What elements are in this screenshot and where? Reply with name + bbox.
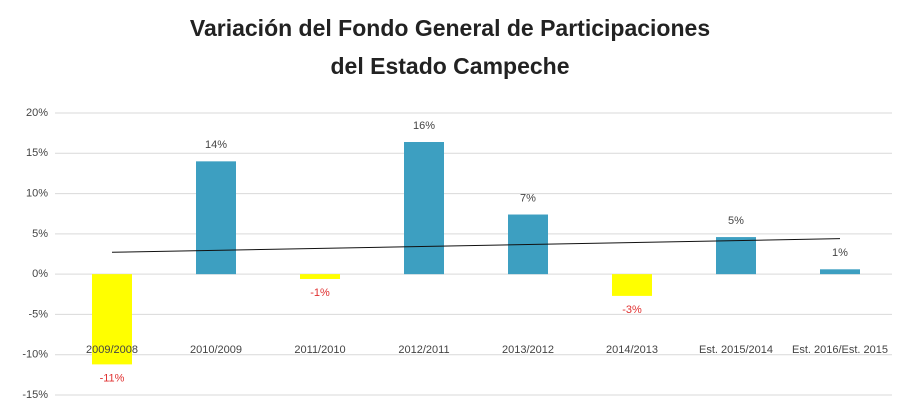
bar xyxy=(820,269,860,275)
trendline xyxy=(111,238,841,253)
x-tick-label: 2010/2009 xyxy=(190,344,242,356)
bar xyxy=(612,274,652,296)
y-tick-label: 5% xyxy=(32,228,48,240)
y-tick-label: 15% xyxy=(26,147,48,159)
value-label: 1% xyxy=(832,247,848,259)
value-label: 14% xyxy=(205,139,227,151)
value-label: 7% xyxy=(520,192,536,204)
y-tick-label: 0% xyxy=(32,268,48,280)
y-tick-label: 10% xyxy=(26,187,48,199)
value-label: 16% xyxy=(413,120,435,132)
x-tick-label: 2014/2013 xyxy=(606,344,658,356)
x-tick-label: 2011/2010 xyxy=(294,344,346,356)
x-tick-label: Est. 2015/2014 xyxy=(698,344,773,356)
y-tick-label: 20% xyxy=(26,107,48,119)
value-label: -11% xyxy=(100,372,125,384)
value-label: -3% xyxy=(622,304,642,316)
bar xyxy=(92,274,132,365)
bar xyxy=(196,161,236,275)
x-tick-label: 2012/2011 xyxy=(398,344,450,356)
x-tick-label: 2013/2012 xyxy=(502,344,554,356)
bar xyxy=(716,237,756,275)
x-tick-label: Est. 2016/Est. 2015 xyxy=(791,344,888,356)
bar xyxy=(300,274,340,279)
y-tick-label: -10% xyxy=(22,349,48,361)
y-tick-label: -15% xyxy=(22,389,48,400)
chart-title: Variación del Fondo General de Participa… xyxy=(190,15,710,41)
y-tick-label: -5% xyxy=(28,308,48,320)
value-label: -1% xyxy=(310,287,330,299)
bar xyxy=(404,142,444,275)
value-label: 5% xyxy=(728,215,744,227)
x-tick-label: 2009/2008 xyxy=(86,344,138,356)
chart-subtitle: del Estado Campeche xyxy=(330,53,569,79)
